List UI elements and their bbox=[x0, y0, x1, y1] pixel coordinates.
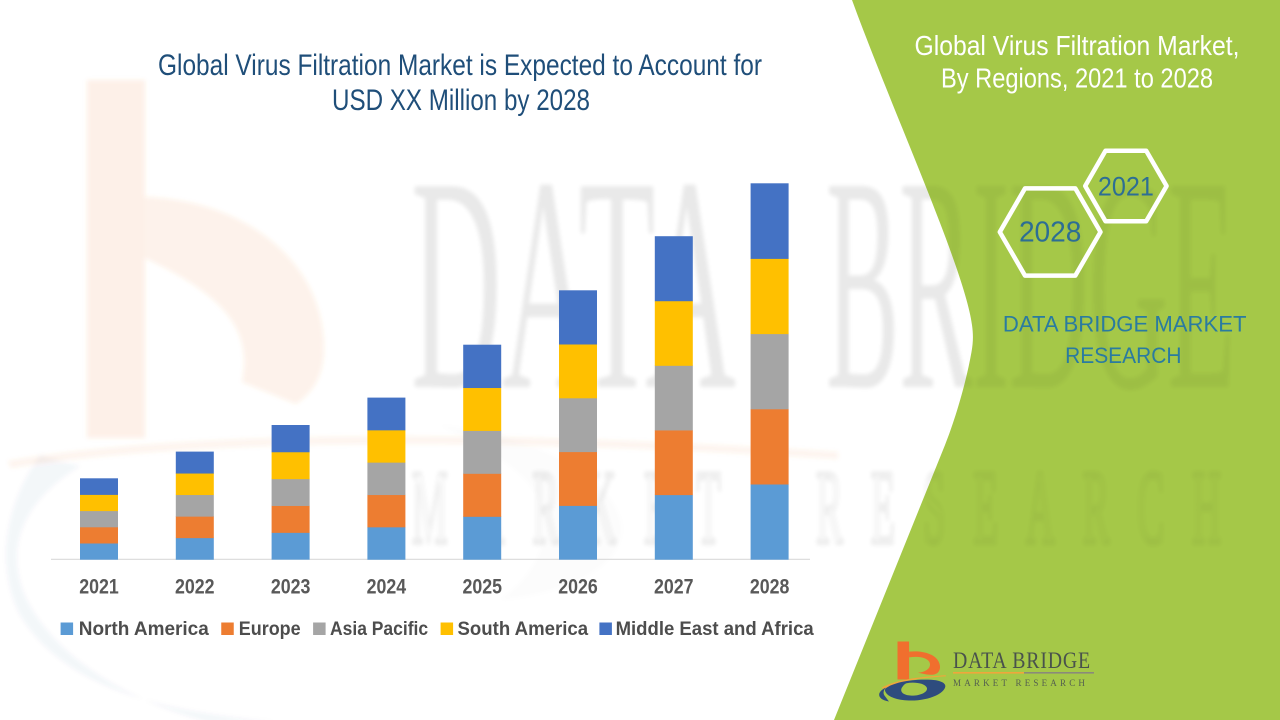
svg-text:2026: 2026 bbox=[558, 575, 598, 598]
svg-text:DATA BRIDGE: DATA BRIDGE bbox=[953, 648, 1091, 674]
svg-text:2028: 2028 bbox=[750, 575, 790, 598]
svg-text:DATA BRIDGE MARKET: DATA BRIDGE MARKET bbox=[1003, 312, 1247, 337]
svg-text:2027: 2027 bbox=[654, 575, 694, 598]
svg-text:2024: 2024 bbox=[367, 575, 407, 598]
svg-text:Global Virus Filtration Market: Global Virus Filtration Market is Expect… bbox=[158, 49, 762, 82]
svg-text:Europe: Europe bbox=[239, 619, 301, 640]
svg-text:2021: 2021 bbox=[1098, 172, 1154, 202]
svg-text:2022: 2022 bbox=[175, 575, 215, 598]
svg-text:RESEARCH: RESEARCH bbox=[1065, 343, 1181, 368]
svg-text:MARKET RESEARCH: MARKET RESEARCH bbox=[953, 678, 1088, 688]
svg-text:2028: 2028 bbox=[1019, 217, 1082, 249]
svg-text:Asia Pacific: Asia Pacific bbox=[330, 619, 428, 640]
svg-text:2025: 2025 bbox=[462, 575, 502, 598]
svg-text:2023: 2023 bbox=[271, 575, 311, 598]
svg-text:2021: 2021 bbox=[79, 575, 119, 598]
svg-text:South America: South America bbox=[458, 619, 589, 640]
svg-text:USD XX Million by 2028: USD XX Million by 2028 bbox=[332, 84, 590, 117]
svg-text:North America: North America bbox=[79, 619, 209, 640]
svg-text:Global Virus Filtration Market: Global Virus Filtration Market, bbox=[915, 30, 1240, 61]
svg-text:Middle East and Africa: Middle East and Africa bbox=[616, 619, 815, 640]
svg-text:By Regions, 2021 to 2028: By Regions, 2021 to 2028 bbox=[941, 63, 1213, 94]
